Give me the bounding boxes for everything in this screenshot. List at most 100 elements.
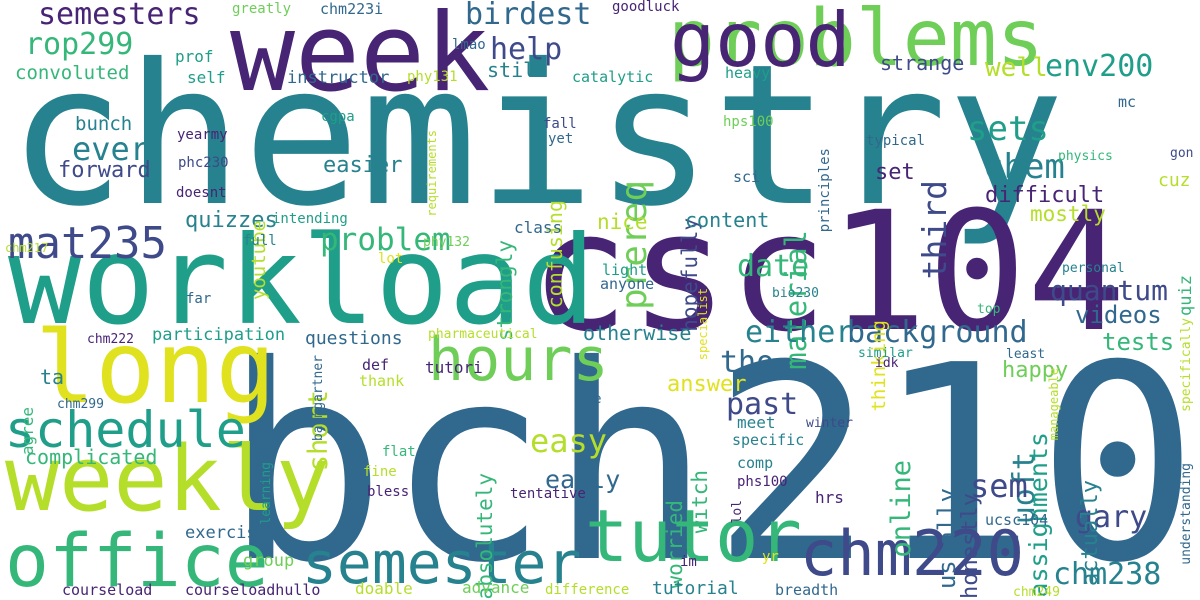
cloud-word: catalytic	[572, 68, 654, 86]
cloud-word: comp	[737, 454, 774, 472]
cloud-word: bless	[367, 484, 410, 500]
cloud-word: online	[886, 460, 917, 558]
cloud-word: manageable	[1047, 368, 1061, 441]
cloud-word: weekly	[5, 427, 331, 532]
cloud-word: top	[977, 302, 1001, 317]
cloud-word: youtube	[248, 220, 270, 301]
cloud-word: difference	[545, 582, 630, 598]
cloud-word: agree	[18, 407, 37, 456]
cloud-word: intending	[272, 211, 348, 227]
cloud-word: chm222	[87, 332, 134, 347]
cloud-word: hours	[428, 325, 609, 395]
cloud-word: due	[578, 392, 602, 407]
cloud-word: date	[737, 249, 810, 284]
cloud-word: sem	[970, 467, 1028, 505]
cloud-word: tentative	[510, 486, 586, 502]
cloud-word: forward	[58, 158, 151, 183]
cloud-word: semester	[302, 529, 582, 597]
cloud-word: strongly	[493, 240, 517, 342]
cloud-word: usually	[933, 488, 961, 590]
cloud-word: difficult	[985, 183, 1105, 208]
cloud-word: group	[243, 551, 295, 571]
cloud-word: problems	[668, 0, 1044, 84]
cloud-word: chm299	[57, 397, 104, 412]
cloud-word: tests	[1102, 328, 1175, 356]
cloud-word: courseloadhullo	[185, 581, 321, 599]
cloud-word: tho	[720, 345, 775, 380]
cloud-word: yr	[762, 549, 779, 565]
cloud-word: easier	[323, 153, 403, 178]
cloud-word: phy132	[423, 235, 470, 250]
cloud-word: greatly	[232, 1, 292, 17]
cloud-word: far	[186, 291, 212, 307]
cloud-word: physics	[1058, 149, 1113, 164]
cloud-word: tutorial	[652, 578, 739, 599]
cloud-word: yet	[548, 131, 574, 147]
cloud-word: prof	[175, 47, 214, 66]
cloud-word: env200	[1045, 49, 1154, 84]
cloud-word: birdest	[465, 0, 592, 32]
cloud-word: help	[490, 32, 563, 67]
cloud-word: third	[915, 180, 954, 280]
cloud-word: past	[726, 387, 799, 422]
cloud-word: worried	[663, 500, 687, 589]
cloud-word: complicated	[25, 445, 158, 469]
cloud-word: mat235	[8, 218, 167, 269]
cloud-word: specialist	[696, 288, 710, 361]
cloud-word: early	[545, 465, 621, 494]
cloud-word: schedule	[5, 401, 246, 459]
cloud-word: questions	[305, 328, 403, 349]
cloud-word: sets	[967, 109, 1049, 149]
cloud-word: fall	[543, 116, 577, 132]
cloud-word: videos	[1075, 301, 1162, 329]
cloud-word: instructor	[287, 68, 390, 88]
cloud-word: yearmy	[177, 127, 228, 143]
cloud-word: chm220	[800, 517, 1024, 590]
cloud-word: personal	[1062, 261, 1125, 276]
cloud-word: csc104	[530, 176, 1127, 368]
cloud-word: def	[362, 356, 390, 374]
cloud-word: advance	[462, 578, 530, 597]
cloud-word: chm249	[1013, 585, 1060, 600]
cloud-word: ever	[72, 130, 150, 168]
cloud-word: bio230	[772, 286, 819, 301]
cloud-word: lmao	[452, 37, 486, 53]
cloud-word: class	[514, 218, 563, 237]
cloud-word: bch210	[223, 307, 1199, 600]
cloud-word: fine	[363, 464, 397, 480]
cloud-word: hrs	[815, 488, 844, 507]
cloud-word: tutori	[425, 358, 483, 377]
cloud-word: nice	[597, 210, 648, 234]
cloud-word: meet	[737, 413, 776, 432]
cloud-word: courseload	[62, 581, 153, 599]
cloud-word: quizzes	[185, 208, 278, 233]
cloud-word: idk	[875, 356, 899, 371]
cloud-word: hps100	[723, 114, 774, 130]
cloud-word: week	[230, 0, 491, 116]
cloud-word: least	[1006, 347, 1046, 362]
cloud-word: otherwise	[583, 321, 692, 345]
cloud-word: doable	[355, 579, 413, 598]
cloud-word: bunch	[75, 113, 133, 135]
cloud-word: flat	[382, 444, 416, 460]
cloud-word: chm217	[5, 241, 49, 255]
cloud-word: semesters	[38, 0, 201, 32]
cloud-word: still	[487, 58, 548, 82]
cloud-word: thank	[359, 372, 405, 390]
cloud-word: confusing	[543, 200, 567, 309]
cloud-word: baumgartner	[311, 355, 326, 442]
cloud-word: full	[243, 233, 277, 249]
cloud-word: problem	[320, 222, 451, 258]
cloud-word: phc230	[178, 155, 229, 171]
cloud-word: set	[875, 160, 915, 185]
cloud-word: workload	[8, 210, 596, 352]
cloud-word: quantum	[1050, 274, 1169, 307]
cloud-word: participation	[152, 325, 286, 345]
cloud-word: gary	[1075, 500, 1148, 535]
cloud-word: im	[680, 554, 697, 570]
cloud-word: heavy	[725, 64, 771, 82]
cloud-word: quiz	[1176, 275, 1196, 316]
cloud-word: cuz	[1158, 170, 1191, 191]
cloud-word: specifically	[1179, 318, 1194, 412]
cloud-word: chm223i	[320, 0, 384, 18]
